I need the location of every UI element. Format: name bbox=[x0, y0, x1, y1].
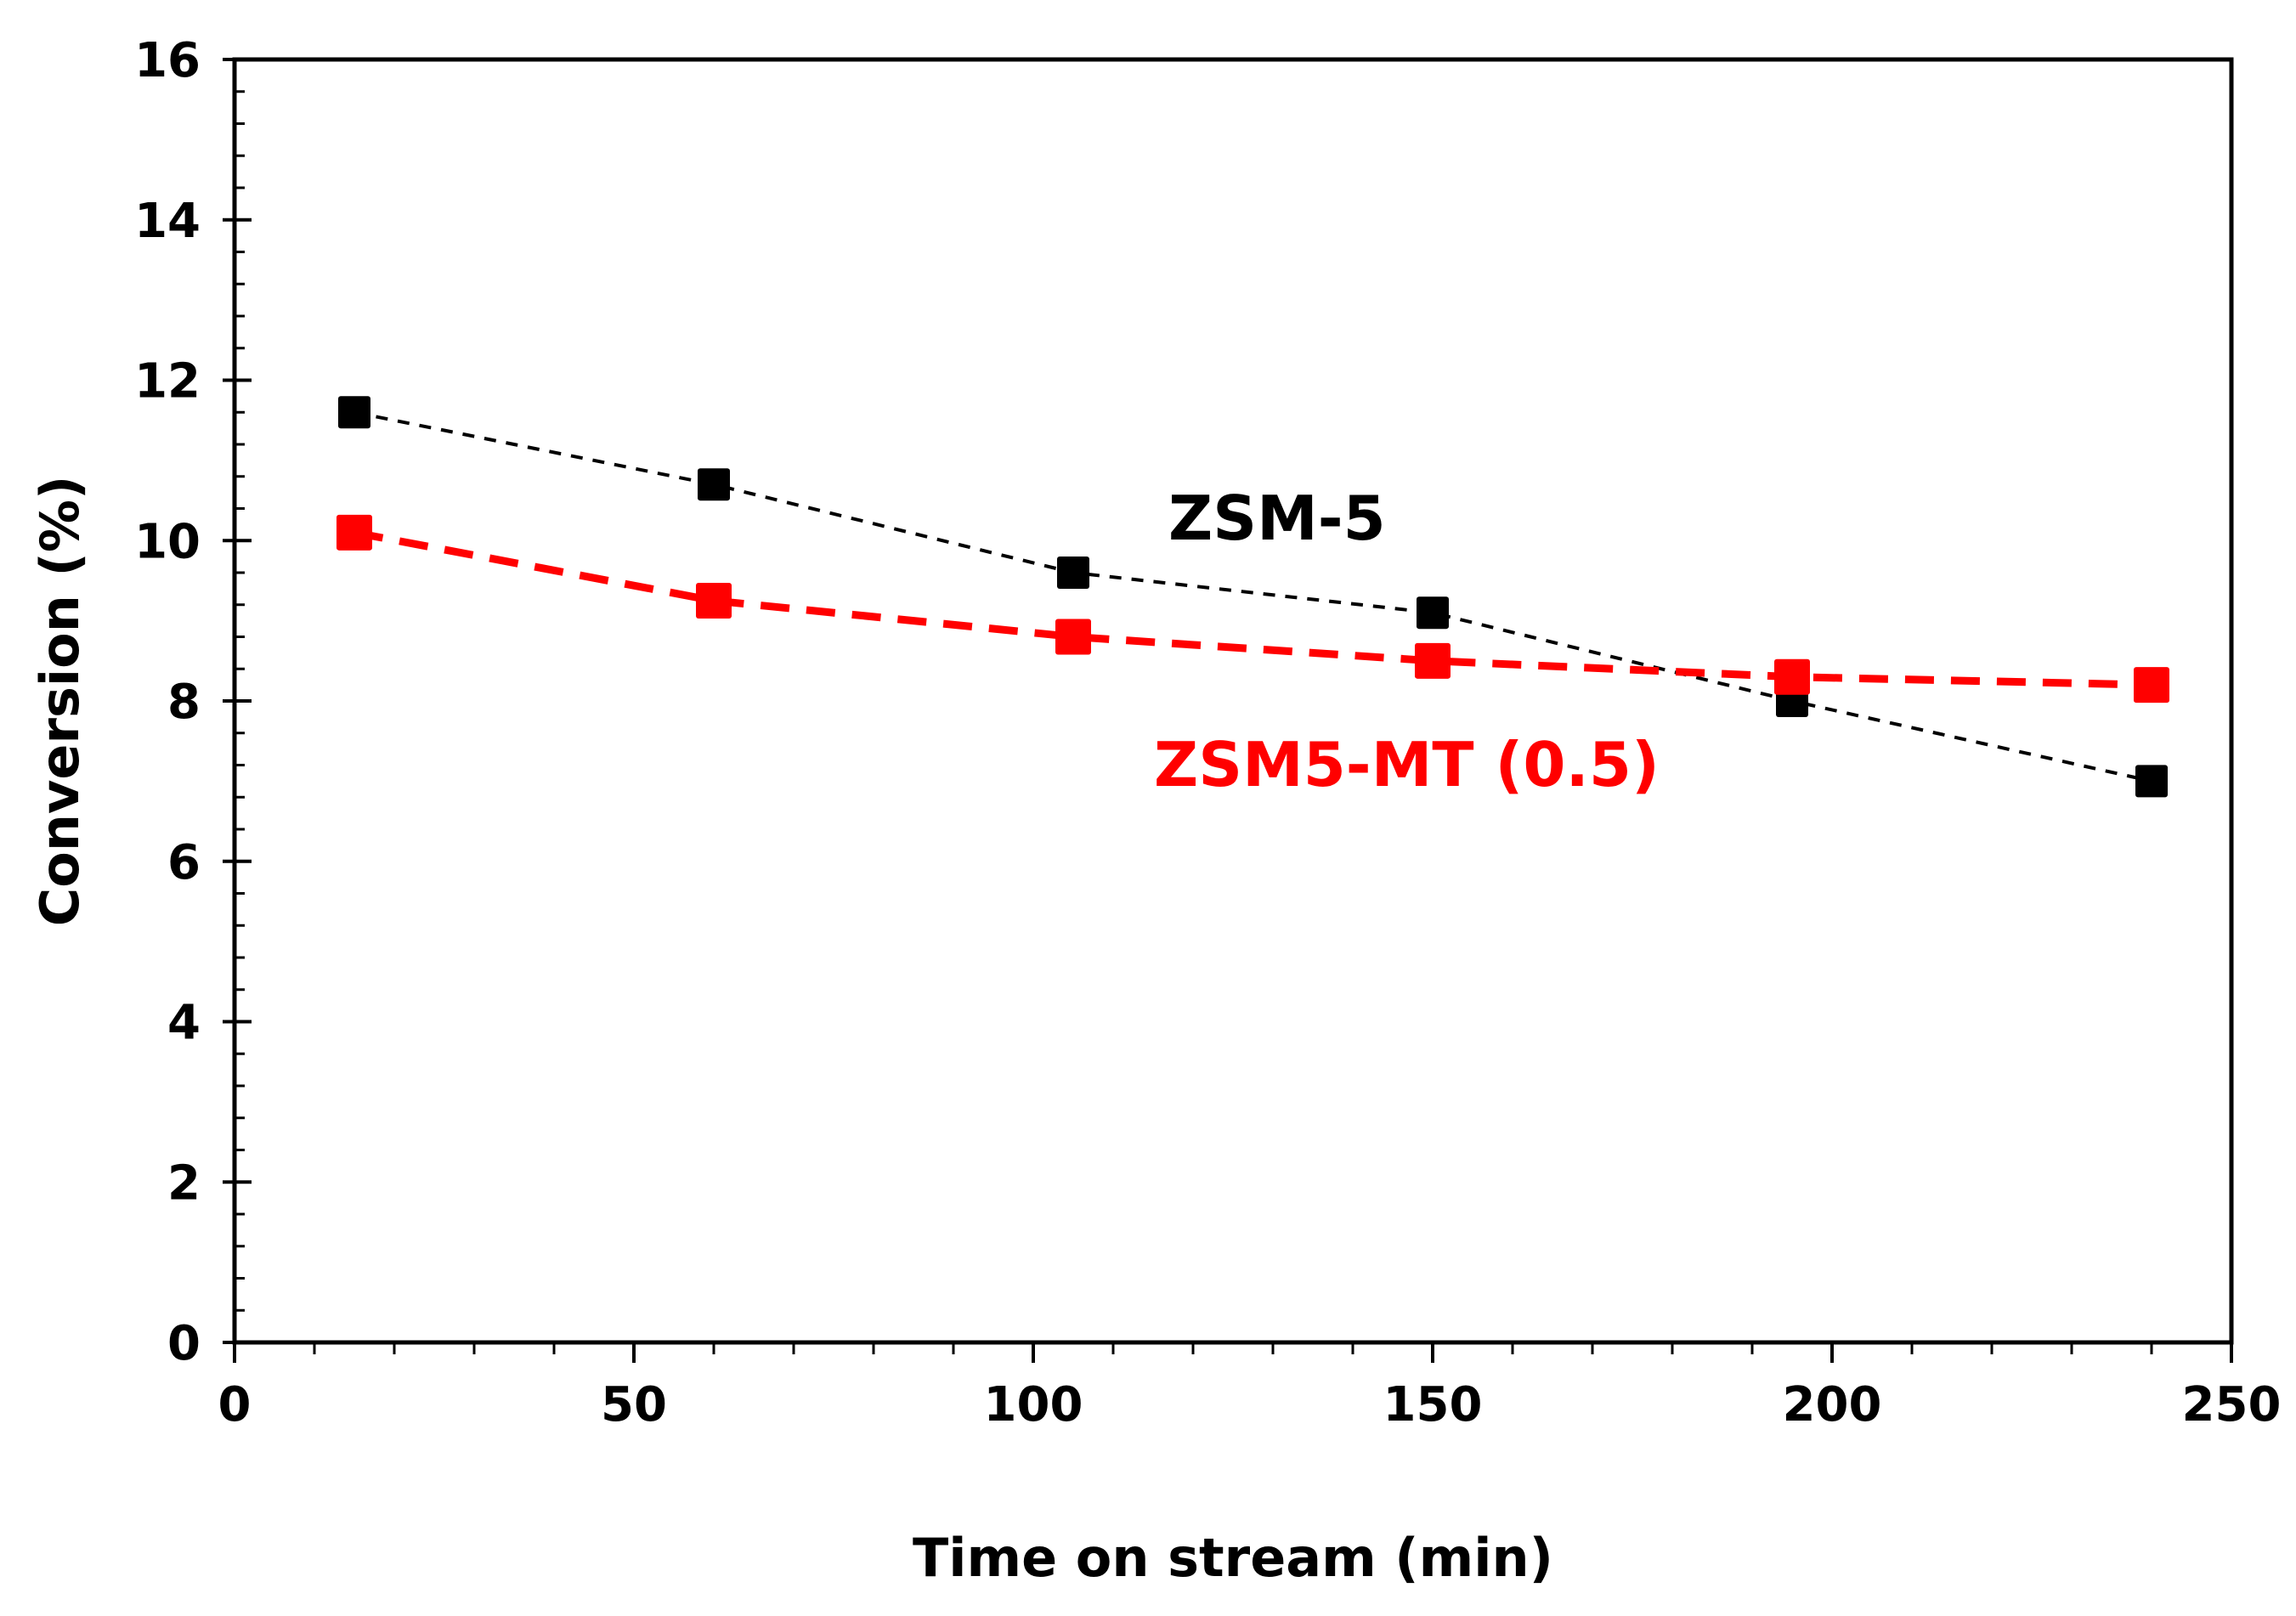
y-axis-title: Conversion (%) bbox=[29, 476, 91, 927]
x-tick-label: 0 bbox=[218, 1377, 252, 1432]
series-0-marker bbox=[1057, 557, 1089, 589]
y-tick-label: 16 bbox=[134, 33, 201, 88]
y-tick-label: 0 bbox=[167, 1316, 201, 1371]
x-tick-label: 250 bbox=[2182, 1377, 2282, 1432]
series-line-1 bbox=[353, 528, 2152, 689]
x-tick-label: 50 bbox=[601, 1377, 667, 1432]
series-0-marker bbox=[2135, 765, 2168, 798]
series-1-marker bbox=[336, 514, 372, 551]
series-1-marker bbox=[2134, 667, 2169, 703]
x-tick-label: 100 bbox=[984, 1377, 1083, 1432]
y-tick-label: 10 bbox=[134, 514, 201, 569]
y-tick-label: 2 bbox=[167, 1155, 201, 1211]
y-tick-label: 8 bbox=[167, 675, 201, 730]
x-tick-labels: 0 50 100 150 200 250 bbox=[218, 1377, 2282, 1432]
x-tick-label: 200 bbox=[1783, 1377, 1882, 1432]
series-label-zsm5: ZSM-5 bbox=[1168, 483, 1386, 554]
series-1-marker bbox=[1774, 658, 1810, 695]
series-0-marker bbox=[698, 468, 730, 501]
x-axis-title: Time on stream (min) bbox=[913, 1527, 1553, 1589]
y-tick-label: 6 bbox=[167, 835, 201, 890]
y-tick-label: 4 bbox=[167, 996, 201, 1051]
plot-frame bbox=[232, 57, 2234, 1345]
series-markers bbox=[336, 396, 2169, 798]
x-tick-label: 150 bbox=[1383, 1377, 1483, 1432]
series-1-marker bbox=[1055, 619, 1091, 655]
series-1-marker bbox=[696, 583, 732, 619]
y-tick-label: 14 bbox=[134, 194, 201, 249]
series-0-marker bbox=[1417, 596, 1449, 630]
series-1-marker bbox=[1415, 642, 1451, 679]
series-line-0 bbox=[353, 410, 2152, 783]
series-label-zsm5-mt: ZSM5-MT (0.5) bbox=[1154, 729, 1660, 800]
series-0-marker bbox=[338, 396, 370, 429]
minor-ticks bbox=[235, 90, 2153, 1354]
y-tick-labels: 0 2 4 6 8 10 12 14 16 bbox=[134, 33, 201, 1371]
y-tick-label: 12 bbox=[134, 354, 201, 410]
series-lines bbox=[353, 410, 2152, 783]
major-ticks bbox=[223, 58, 2233, 1363]
